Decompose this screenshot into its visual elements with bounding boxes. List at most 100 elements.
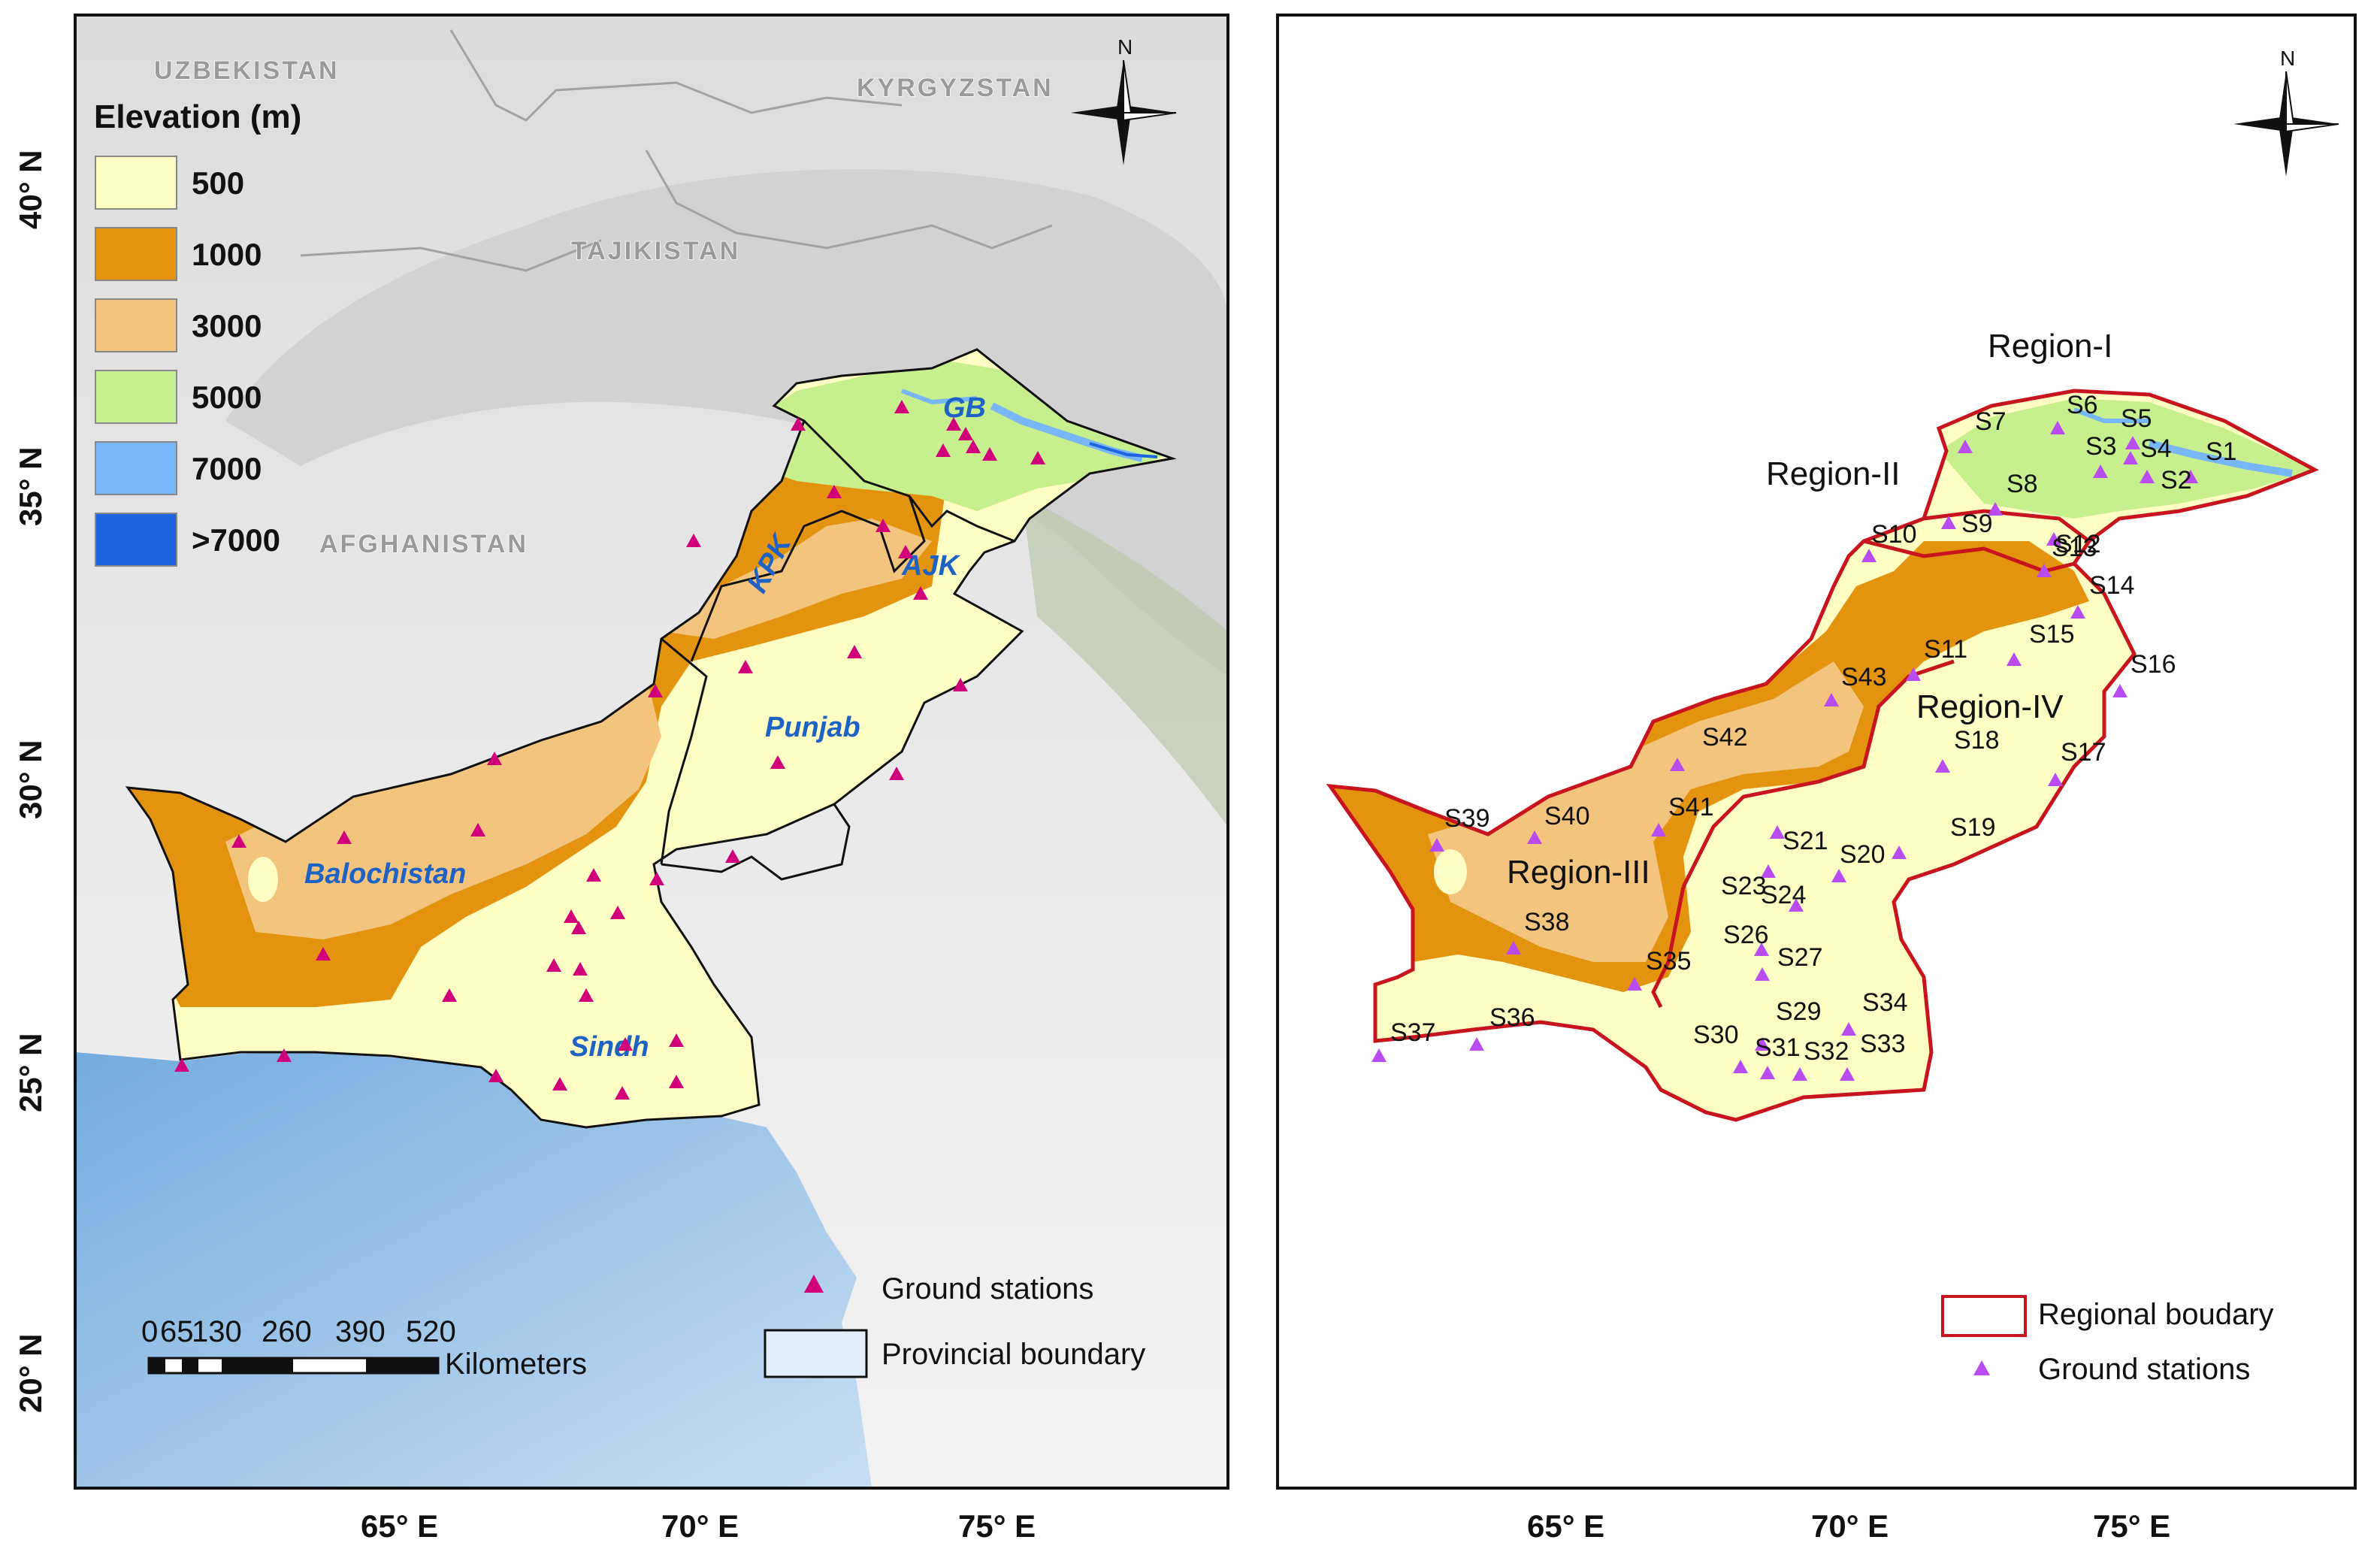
legend-swatch xyxy=(95,513,177,567)
station-label: S12 xyxy=(2055,530,2101,558)
legend-label: 7000 xyxy=(192,451,262,486)
station-marker xyxy=(1958,440,1973,453)
station-marker xyxy=(1733,1060,1748,1073)
legend-label: 5000 xyxy=(192,380,262,415)
station-marker xyxy=(958,427,973,440)
legend-title: Elevation (m) xyxy=(94,98,301,135)
svg-text:390: 390 xyxy=(335,1315,386,1348)
station-label: S38 xyxy=(1524,908,1570,936)
legend-label: 3000 xyxy=(192,308,262,343)
station-marker xyxy=(1527,830,1542,844)
station-label: S6 xyxy=(2067,391,2098,419)
station-label: S34 xyxy=(1862,988,1908,1017)
station-marker xyxy=(1469,1037,1484,1051)
station-label: S8 xyxy=(2007,470,2038,498)
station-label: S20 xyxy=(1840,840,1886,869)
station-label: S24 xyxy=(1761,881,1807,909)
station-marker xyxy=(564,909,579,923)
station-marker xyxy=(2183,470,2198,483)
regional-boundary-outer xyxy=(1326,389,2319,1122)
station-label: S2 xyxy=(2161,466,2192,495)
key-ground-stations-right: Ground stations xyxy=(2038,1353,2250,1386)
station-marker xyxy=(1755,1037,1770,1051)
country-label-tajikistan: TAJIKISTAN xyxy=(571,237,740,265)
station-marker xyxy=(669,1033,684,1047)
station-marker xyxy=(610,906,625,919)
lat-label-40: 40° N xyxy=(13,150,48,229)
station-label: S1 xyxy=(2206,437,2237,466)
regional-boundary-inner xyxy=(1651,509,2091,1009)
ground-stations-left xyxy=(174,400,1045,1100)
svg-text:N: N xyxy=(2280,47,2295,70)
region-label-1: Region-I xyxy=(1988,328,2112,365)
station-marker xyxy=(827,485,842,498)
station-marker xyxy=(1941,516,1956,529)
station-label: S27 xyxy=(1777,943,1823,972)
station-label: S23 xyxy=(1721,872,1767,900)
station-label: S41 xyxy=(1668,793,1714,821)
station-marker xyxy=(586,868,601,882)
svg-text:260: 260 xyxy=(262,1315,312,1348)
mountain-relief xyxy=(225,169,1228,676)
lon-label-70-right: 70° E xyxy=(1811,1508,1889,1544)
province-label-gb: GB xyxy=(943,392,986,424)
scale-bar: 0 65 130 260 390 520 Kilometers xyxy=(141,1315,587,1381)
station-marker xyxy=(953,678,968,691)
station-label: S13 xyxy=(2052,534,2097,562)
station-label: S7 xyxy=(1975,407,2007,436)
station-label: S17 xyxy=(2061,738,2106,767)
station-marker xyxy=(1861,549,1876,562)
station-marker xyxy=(1892,846,1907,859)
station-marker xyxy=(1770,825,1785,839)
station-marker xyxy=(316,947,331,960)
north-arrow-icon-right: N xyxy=(2233,47,2339,177)
station-label: S39 xyxy=(1444,804,1490,833)
station-marker xyxy=(2007,652,2022,666)
station-label: S10 xyxy=(1871,520,1917,549)
key-regional-boundary: Regional boudary xyxy=(2038,1298,2274,1331)
svg-text:0: 0 xyxy=(141,1315,158,1348)
station-label: S11 xyxy=(1924,635,1967,664)
station-marker xyxy=(1429,838,1444,852)
station-marker xyxy=(488,1069,504,1082)
elevation-map-panel: UZBEKISTAN KYRGYZSTAN TAJIKISTAN AFGHANI… xyxy=(13,14,1229,1544)
station-marker xyxy=(875,519,891,532)
station-label: S37 xyxy=(1390,1018,1436,1047)
station-marker xyxy=(2037,564,2052,577)
region-map-panel: Region-I Region-II Region-III Region-IV … xyxy=(1276,14,2357,1544)
station-marker xyxy=(618,1037,633,1051)
station-marker xyxy=(1841,1022,1856,1036)
legend-swatch xyxy=(95,441,177,495)
key-ground-stations: Ground stations xyxy=(882,1272,1093,1305)
station-marker xyxy=(982,447,997,461)
station-label: S29 xyxy=(1776,997,1822,1026)
station-label: S4 xyxy=(2140,434,2172,463)
station-label: S31 xyxy=(1755,1033,1801,1062)
station-label: S35 xyxy=(1646,947,1692,976)
station-marker xyxy=(552,1077,567,1091)
country-label-afghanistan: AFGHANISTAN xyxy=(319,530,528,558)
lon-label-65-right: 65° E xyxy=(1527,1508,1604,1544)
station-label: S19 xyxy=(1950,813,1996,842)
station-marker xyxy=(337,830,352,844)
station-key-icon-right xyxy=(1973,1360,1990,1375)
pakistan-outline xyxy=(125,348,1177,1129)
station-marker xyxy=(470,823,485,836)
station-marker xyxy=(1988,502,2003,516)
station-label: S42 xyxy=(1702,723,1748,752)
svg-text:65: 65 xyxy=(160,1315,194,1348)
arabian-sea xyxy=(75,1052,872,1488)
station-marker xyxy=(791,417,806,431)
lat-label-30: 30° N xyxy=(13,740,48,819)
station-marker xyxy=(1651,823,1666,836)
lat-label-20: 20° N xyxy=(13,1333,48,1413)
station-marker xyxy=(2112,684,2127,697)
station-label: S14 xyxy=(2089,571,2135,600)
lat-label-35: 35° N xyxy=(13,446,48,526)
lon-label-70-left: 70° E xyxy=(661,1508,739,1544)
country-label-uzbekistan: UZBEKISTAN xyxy=(154,56,340,85)
station-marker xyxy=(579,988,594,1002)
station-marker xyxy=(573,962,588,976)
station-marker xyxy=(1755,967,1770,981)
